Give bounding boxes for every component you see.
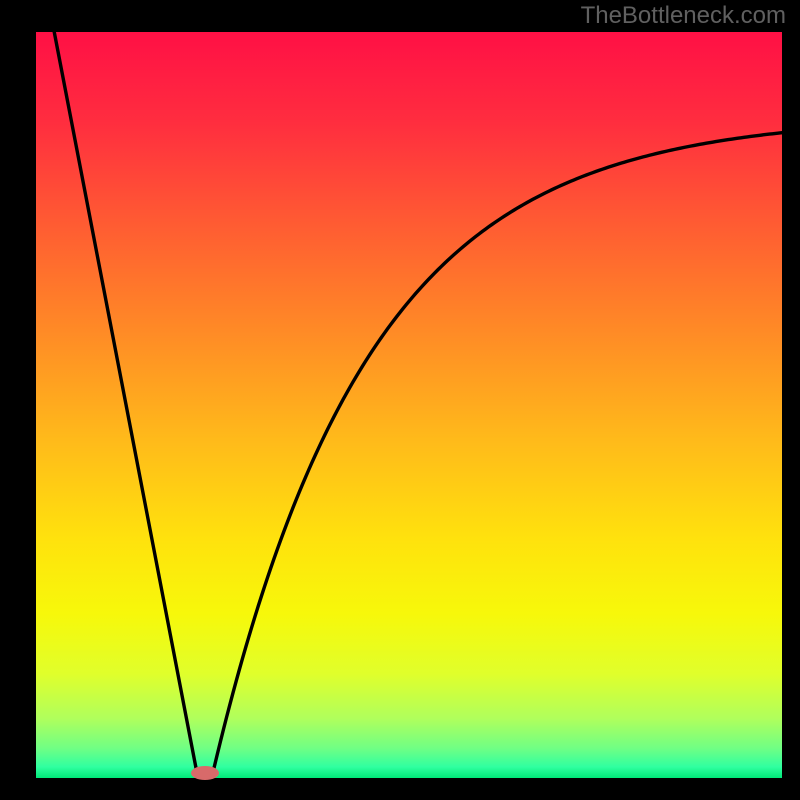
target-marker xyxy=(191,766,219,780)
bottleneck-chart xyxy=(0,0,800,800)
plot-background xyxy=(36,32,782,778)
chart-wrapper: TheBottleneck.com xyxy=(0,0,800,800)
watermark-text: TheBottleneck.com xyxy=(581,2,786,30)
